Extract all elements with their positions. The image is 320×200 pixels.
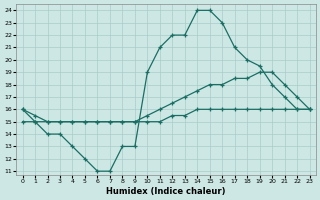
X-axis label: Humidex (Indice chaleur): Humidex (Indice chaleur) bbox=[106, 187, 226, 196]
